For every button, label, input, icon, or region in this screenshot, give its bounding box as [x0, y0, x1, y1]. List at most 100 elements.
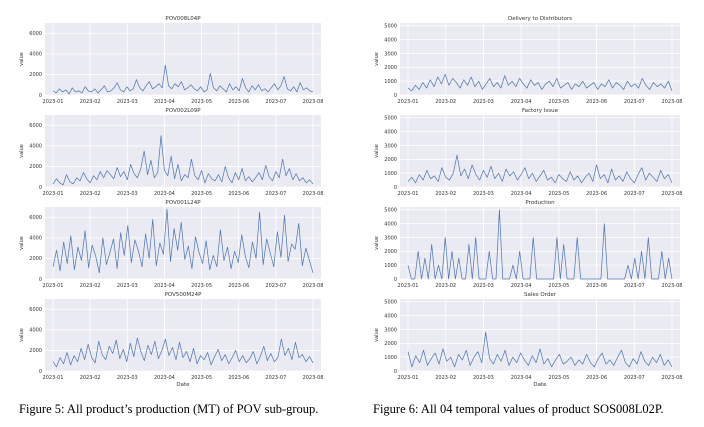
y-tick-label: 0 [394, 277, 397, 283]
chart-title: POV008L04P [165, 16, 201, 22]
x-tick-label: 2023-03 [117, 191, 138, 197]
y-axis-label: value [374, 236, 380, 250]
x-tick-label: 2023-07 [265, 283, 286, 289]
y-tick-label: 2000 [29, 72, 42, 78]
figure-6-caption: Figure 6: All 04 temporal values of prod… [373, 402, 664, 416]
y-tick-label: 0 [394, 93, 397, 99]
x-tick-label: 2023-07 [624, 375, 645, 381]
chart-panel-1: 2023-01 2023-02 2023-03 2023-04 2023-05 2023-… [19, 16, 323, 105]
y-tick-label: 2000 [384, 65, 397, 71]
x-tick-label: 2023-08 [662, 375, 683, 381]
y-tick-label: 4000 [384, 129, 397, 135]
x-tick-label: 2023-02 [80, 191, 101, 197]
y-tick-label: 4000 [29, 236, 42, 242]
x-axis-label: Date [176, 382, 190, 388]
x-tick-label: 2023-07 [265, 375, 286, 381]
y-axis-label: value [19, 236, 25, 250]
chart-panel-6: 2023-01 2023-02 2023-03 2023-04 2023-05 2023-… [374, 108, 682, 197]
y-tick-label: 4000 [384, 221, 397, 227]
y-tick-label: 1000 [384, 355, 397, 361]
x-tick-label: 2023-06 [586, 99, 607, 105]
chart-panel-8: 2023-01 2023-02 2023-03 2023-04 2023-05 2023-… [374, 292, 682, 388]
y-tick-label: 0 [394, 369, 397, 375]
x-tick-label: 2023-03 [117, 99, 138, 105]
chart-panel-4: 2023-01 2023-02 2023-03 2023-04 2023-05 2023-… [19, 292, 323, 388]
y-axis-label: value [19, 328, 25, 342]
y-tick-label: 2000 [384, 341, 397, 347]
series-line-1 [407, 154, 673, 184]
series-line-1 [52, 337, 314, 368]
x-tick-label: 2023-04 [154, 191, 175, 197]
series-line-1 [407, 331, 673, 368]
x-tick-label: 2023-02 [435, 283, 456, 289]
y-tick-label: 3000 [384, 143, 397, 149]
x-tick-label: 2023-07 [624, 99, 645, 105]
x-tick-label: 2023-02 [80, 283, 101, 289]
x-axis-label: Date [533, 382, 547, 388]
y-tick-label: 6000 [29, 31, 42, 37]
y-axis-label: value [374, 144, 380, 158]
x-tick-label: 2023-02 [435, 99, 456, 105]
chart-title: Factory Issue [522, 108, 559, 114]
y-tick-label: 1000 [384, 79, 397, 85]
x-tick-label: 2023-03 [473, 99, 494, 105]
series-line-1 [52, 64, 314, 95]
x-tick-label: 2023-06 [228, 375, 249, 381]
x-tick-label: 2023-01 [43, 283, 64, 289]
series-line-1 [407, 209, 673, 280]
chart-title: Sales Order [524, 292, 557, 298]
y-tick-label: 6000 [29, 215, 42, 221]
x-tick-label: 2023-03 [473, 191, 494, 197]
x-tick-label: 2023-07 [265, 99, 286, 105]
y-tick-label: 5000 [384, 208, 397, 214]
chart-panel-5: 2023-01 2023-02 2023-03 2023-04 2023-05 2023-… [374, 16, 682, 105]
x-tick-label: 2023-02 [80, 99, 101, 105]
y-tick-label: 4000 [384, 313, 397, 319]
y-tick-label: 3000 [384, 235, 397, 241]
y-axis-label: value [374, 52, 380, 66]
x-tick-label: 2023-02 [80, 375, 101, 381]
x-tick-label: 2023-01 [398, 99, 419, 105]
x-tick-label: 2023-04 [154, 283, 175, 289]
y-tick-label: 1000 [384, 263, 397, 269]
chart-title: Production [525, 200, 555, 206]
x-tick-label: 2023-04 [511, 283, 532, 289]
x-tick-label: 2023-06 [586, 191, 607, 197]
series-line-1 [407, 73, 673, 92]
x-tick-label: 2023-04 [511, 191, 532, 197]
x-tick-label: 2023-07 [265, 191, 286, 197]
y-tick-label: 5000 [384, 24, 397, 30]
y-tick-label: 6000 [29, 307, 42, 313]
chart-title: POV001L24P [165, 200, 201, 206]
y-tick-label: 0 [39, 185, 42, 191]
x-tick-label: 2023-05 [191, 283, 212, 289]
y-tick-label: 5000 [384, 300, 397, 306]
figure-5-caption: Figure 5: All product’s production (MT) … [19, 402, 319, 416]
y-tick-label: 0 [39, 93, 42, 99]
y-axis-label: value [19, 144, 25, 158]
chart-title: Delivery to Distributors [508, 16, 572, 22]
chart-panel-3: 2023-01 2023-02 2023-03 2023-04 2023-05 2023-… [19, 200, 323, 289]
x-tick-label: 2023-04 [511, 375, 532, 381]
x-tick-label: 2023-02 [435, 191, 456, 197]
x-tick-label: 2023-07 [624, 191, 645, 197]
x-tick-label: 2023-03 [473, 283, 494, 289]
x-tick-label: 2023-03 [117, 375, 138, 381]
x-tick-label: 2023-01 [43, 99, 64, 105]
x-tick-label: 2023-06 [228, 283, 249, 289]
y-tick-label: 2000 [384, 249, 397, 255]
y-tick-label: 2000 [384, 157, 397, 163]
y-axis-label: value [19, 52, 25, 66]
x-tick-label: 2023-04 [154, 99, 175, 105]
y-tick-label: 4000 [29, 144, 42, 150]
x-tick-label: 2023-08 [303, 375, 324, 381]
x-tick-label: 2023-04 [511, 99, 532, 105]
x-tick-label: 2023-03 [117, 283, 138, 289]
x-tick-label: 2023-06 [228, 99, 249, 105]
y-tick-label: 0 [394, 185, 397, 191]
chart-panel-7: 2023-01 2023-02 2023-03 2023-04 2023-05 2023-… [374, 200, 682, 289]
chart-title: POV002L09P [165, 108, 201, 114]
chart-panel-2: 2023-01 2023-02 2023-03 2023-04 2023-05 2023-… [19, 108, 323, 197]
series-line-1 [52, 208, 314, 274]
